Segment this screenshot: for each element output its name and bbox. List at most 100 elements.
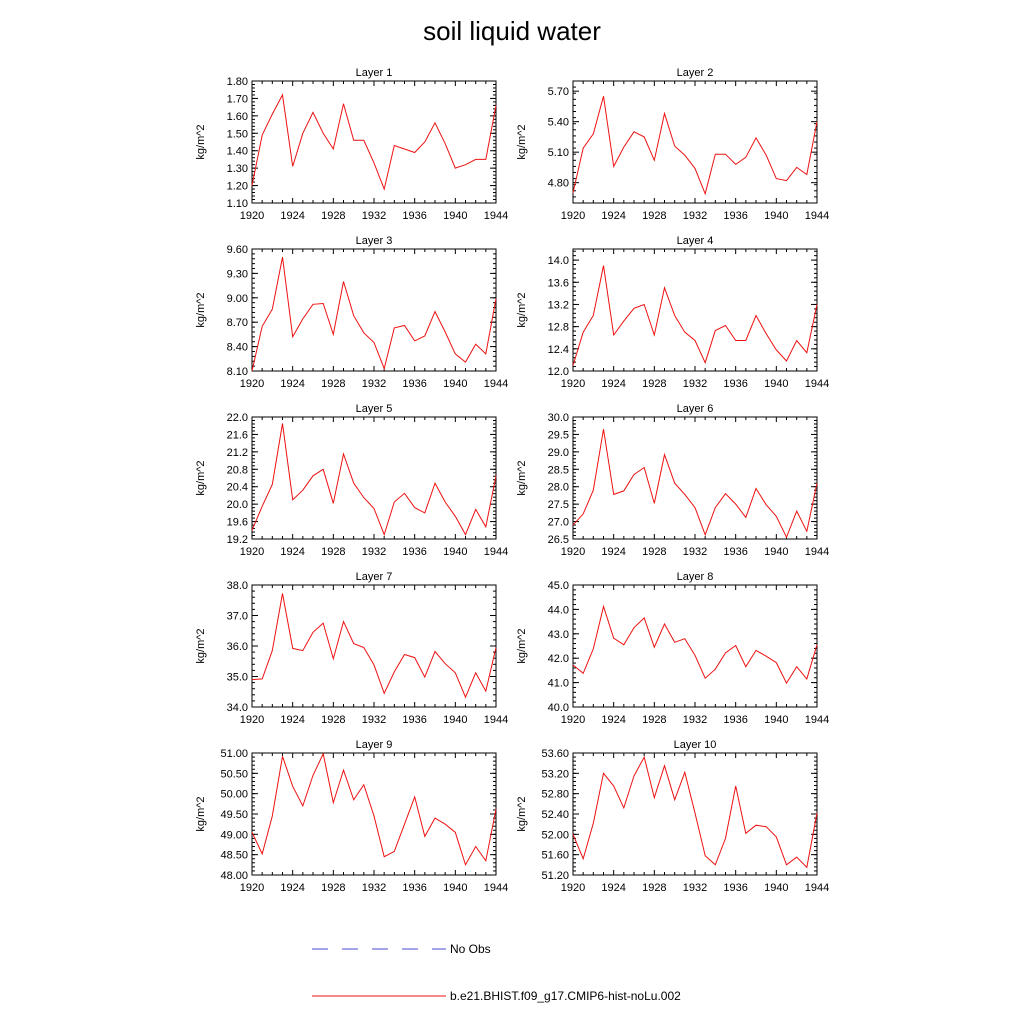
x-tick-label: 1924 <box>280 378 304 390</box>
y-tick-label: 30.0 <box>548 412 569 424</box>
y-axis-label: kg/m^2 <box>516 628 528 663</box>
x-tick-label: 1920 <box>240 378 264 390</box>
plot-frame <box>251 416 497 540</box>
y-tick-label: 48.00 <box>220 870 248 882</box>
x-tick-label: 1932 <box>362 882 386 894</box>
y-tick-label: 44.0 <box>548 604 569 616</box>
panels: Layer 1 kg/m^2 1920 1924 1928 1932 1936 1940 194… <box>195 67 829 894</box>
y-tick-label: 1.20 <box>227 181 248 193</box>
y-tick-label: 50.50 <box>220 768 248 780</box>
x-tick-label: 1928 <box>642 882 666 894</box>
x-tick-label: 1928 <box>321 882 345 894</box>
y-tick-label: 51.00 <box>220 748 248 760</box>
x-tick-label: 1924 <box>601 882 625 894</box>
panel-title: Layer 10 <box>674 739 717 751</box>
x-tick-label: 1936 <box>723 714 747 726</box>
y-tick-label: 38.0 <box>227 580 248 592</box>
x-tick-label: 1936 <box>723 210 747 222</box>
x-tick-label: 1924 <box>280 882 304 894</box>
y-axis-label: kg/m^2 <box>516 124 528 159</box>
y-axis-label: kg/m^2 <box>516 796 528 831</box>
y-tick-label: 1.70 <box>227 93 248 105</box>
y-axis-label: kg/m^2 <box>516 460 528 495</box>
x-tick-label: 1944 <box>484 714 508 726</box>
series-line <box>572 755 818 869</box>
y-tick-label: 27.0 <box>548 517 569 529</box>
panel-title: Layer 4 <box>677 235 714 247</box>
y-tick-label: 28.5 <box>548 464 569 476</box>
y-tick-label: 53.20 <box>541 768 569 780</box>
x-tick-label: 1928 <box>642 210 666 222</box>
x-tick-label: 1940 <box>764 210 788 222</box>
y-tick-label: 9.00 <box>227 293 248 305</box>
y-tick-label: 9.60 <box>227 244 248 256</box>
x-tick-label: 1920 <box>561 210 585 222</box>
y-tick-label: 12.8 <box>548 322 569 334</box>
y-axis-label: kg/m^2 <box>195 124 207 159</box>
panel-6: Layer 6 kg/m^2 1920 1924 1928 1932 1936 1940 194… <box>516 403 829 558</box>
x-tick-label: 1940 <box>443 210 467 222</box>
x-tick-label: 1928 <box>642 378 666 390</box>
x-tick-label: 1944 <box>805 546 829 558</box>
x-tick-label: 1936 <box>402 210 426 222</box>
y-tick-label: 49.50 <box>220 809 248 821</box>
panel-7: Layer 7 kg/m^2 1920 1924 1928 1932 1936 1940 194… <box>195 571 508 726</box>
x-tick-label: 1936 <box>723 546 747 558</box>
y-tick-label: 8.40 <box>227 342 248 354</box>
x-tick-label: 1924 <box>280 714 304 726</box>
x-tick-label: 1940 <box>443 882 467 894</box>
legend: No Obs b.e21.BHIST.f09_g17.CMIP6-hist-noL… <box>312 942 681 1003</box>
panel-10: Layer 10 kg/m^2 1920 1924 1928 1932 1936 1940 19… <box>516 739 829 894</box>
x-tick-label: 1940 <box>764 882 788 894</box>
x-tick-label: 1936 <box>402 378 426 390</box>
x-tick-label: 1944 <box>805 378 829 390</box>
panel-3: Layer 3 kg/m^2 1920 1924 1928 1932 1936 1940 194… <box>195 235 508 390</box>
y-tick-label: 1.30 <box>227 163 248 175</box>
y-tick-label: 20.8 <box>227 464 248 476</box>
y-tick-label: 34.0 <box>227 702 248 714</box>
x-tick-label: 1924 <box>601 378 625 390</box>
panel-title: Layer 5 <box>356 403 393 415</box>
plot-frame <box>251 248 497 372</box>
x-tick-label: 1920 <box>561 378 585 390</box>
y-tick-label: 52.80 <box>541 789 569 801</box>
y-tick-label: 5.70 <box>548 86 569 98</box>
y-tick-label: 41.0 <box>548 678 569 690</box>
x-tick-label: 1920 <box>240 882 264 894</box>
x-tick-label: 1936 <box>402 546 426 558</box>
x-tick-label: 1932 <box>683 210 707 222</box>
x-tick-label: 1932 <box>683 714 707 726</box>
y-tick-label: 12.4 <box>548 344 569 356</box>
x-tick-label: 1936 <box>402 714 426 726</box>
x-tick-label: 1944 <box>484 378 508 390</box>
x-tick-label: 1940 <box>764 546 788 558</box>
plot-frame <box>251 584 497 708</box>
y-tick-label: 9.30 <box>227 268 248 280</box>
series-line <box>572 429 818 539</box>
x-tick-label: 1928 <box>642 714 666 726</box>
x-tick-label: 1928 <box>642 546 666 558</box>
y-tick-label: 1.50 <box>227 128 248 140</box>
series-line <box>572 265 818 366</box>
x-tick-label: 1928 <box>321 378 345 390</box>
panel-1: Layer 1 kg/m^2 1920 1924 1928 1932 1936 1940 194… <box>195 67 508 222</box>
x-tick-label: 1944 <box>805 210 829 222</box>
x-tick-label: 1940 <box>764 714 788 726</box>
x-tick-label: 1924 <box>280 210 304 222</box>
y-tick-label: 1.40 <box>227 146 248 158</box>
x-tick-label: 1932 <box>362 714 386 726</box>
x-tick-label: 1928 <box>321 714 345 726</box>
x-tick-label: 1944 <box>805 714 829 726</box>
legend-label-model: b.e21.BHIST.f09_g17.CMIP6-hist-noLu.002 <box>450 989 681 1003</box>
x-tick-label: 1924 <box>280 546 304 558</box>
y-tick-label: 5.10 <box>548 147 569 159</box>
series-line <box>251 752 497 867</box>
plot-frame <box>572 80 818 204</box>
y-tick-label: 8.70 <box>227 317 248 329</box>
series-line <box>572 604 818 685</box>
y-tick-label: 37.0 <box>227 611 248 623</box>
y-tick-label: 26.5 <box>548 534 569 546</box>
y-tick-label: 28.0 <box>548 482 569 494</box>
series-line <box>251 93 497 191</box>
y-tick-label: 5.40 <box>548 117 569 129</box>
